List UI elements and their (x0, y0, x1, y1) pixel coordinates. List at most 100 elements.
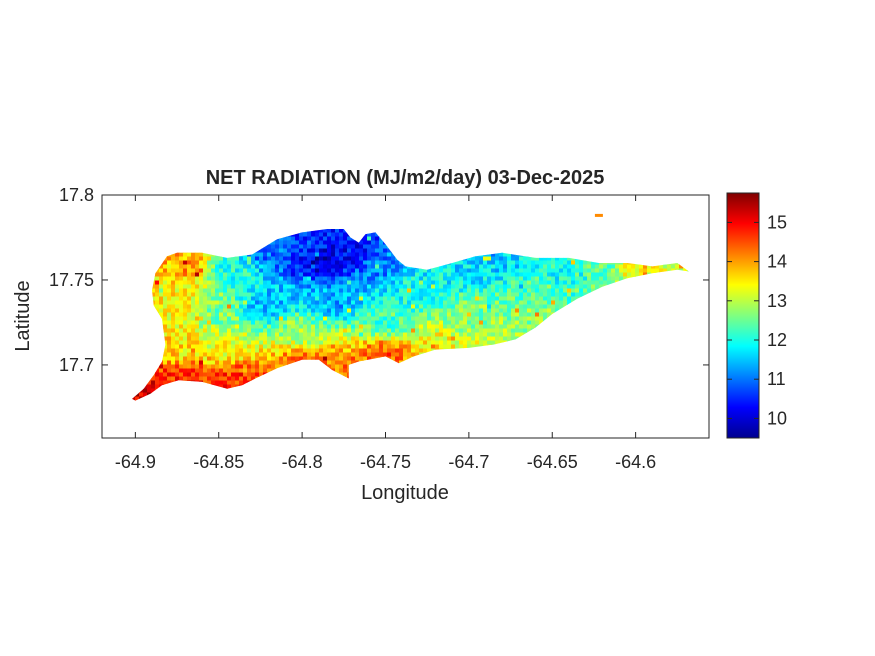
heat-cell (475, 328, 480, 333)
heat-cell (295, 248, 300, 253)
heat-cell (259, 344, 264, 349)
heat-cell (207, 336, 212, 341)
heat-cell (251, 344, 256, 349)
heat-cell (531, 264, 536, 269)
heat-cell (407, 312, 412, 317)
heat-cell (231, 356, 236, 361)
heat-cell (495, 320, 500, 325)
heat-cell (415, 308, 420, 313)
heat-cell (339, 240, 344, 245)
heat-cell (231, 324, 236, 329)
heat-cell (267, 252, 272, 257)
heat-cell (487, 308, 492, 313)
heat-cell (303, 256, 308, 261)
heat-cell (387, 272, 392, 277)
heat-cell (323, 300, 328, 305)
heat-cell (283, 316, 288, 321)
heat-cell (371, 284, 376, 289)
heat-cell (171, 316, 176, 321)
heat-cell (403, 268, 408, 273)
heat-cell (379, 276, 384, 281)
heat-cell (251, 308, 256, 313)
heat-cell (227, 340, 232, 345)
heat-cell (291, 268, 296, 273)
heat-cell (367, 280, 372, 285)
heat-cell (315, 268, 320, 273)
heat-cell (395, 280, 400, 285)
heat-cell (339, 264, 344, 269)
heat-cell (371, 336, 376, 341)
heat-cell (503, 316, 508, 321)
heat-cell (499, 328, 504, 333)
heat-cell (355, 340, 360, 345)
heat-cell (343, 280, 348, 285)
heat-cell (311, 248, 316, 253)
heat-cell (575, 288, 580, 293)
heat-cell (295, 312, 300, 317)
heat-cell (175, 352, 180, 357)
heat-cell (263, 256, 268, 261)
heat-cell (207, 288, 212, 293)
heat-cell (391, 316, 396, 321)
heat-cell (343, 296, 348, 301)
heat-cell (459, 280, 464, 285)
heat-cell (371, 256, 376, 261)
heat-cell (307, 316, 312, 321)
heat-cell (523, 308, 528, 313)
heat-cell (235, 300, 240, 305)
heat-cell (411, 268, 416, 273)
heat-cell (339, 256, 344, 261)
heat-cell (403, 288, 408, 293)
heat-cell (415, 336, 420, 341)
heat-cell (367, 268, 372, 273)
heat-cell (379, 336, 384, 341)
heat-cell (203, 292, 208, 297)
heat-cell (263, 304, 268, 309)
heat-cell (307, 236, 312, 241)
heat-cell (171, 308, 176, 313)
heat-cell (319, 288, 324, 293)
heat-cell (319, 320, 324, 325)
heat-cell (335, 268, 340, 273)
heat-cell (335, 292, 340, 297)
heat-cell (471, 304, 476, 309)
heat-cell (523, 324, 528, 329)
heat-cell (179, 260, 184, 265)
heat-cell (359, 248, 364, 253)
heat-cell (283, 332, 288, 337)
heat-cell (251, 356, 256, 361)
heat-cell (419, 276, 424, 281)
heat-cell (435, 284, 440, 289)
heat-cell (331, 268, 336, 273)
heat-cell (499, 300, 504, 305)
heat-cell (179, 352, 184, 357)
heat-cell (283, 260, 288, 265)
heat-cell (235, 356, 240, 361)
heat-cell (423, 328, 428, 333)
heat-cell (211, 272, 216, 277)
heat-cell (519, 332, 524, 337)
heat-cell (323, 308, 328, 313)
heat-cell (203, 344, 208, 349)
heat-cell (215, 268, 220, 273)
heat-cell (235, 340, 240, 345)
heat-cell (495, 272, 500, 277)
heat-cell (399, 356, 404, 361)
heat-cell (383, 348, 388, 353)
heat-cell (311, 252, 316, 257)
heat-cell (179, 356, 184, 361)
heat-cell (171, 356, 176, 361)
heat-cell (363, 348, 368, 353)
heat-cell (539, 272, 544, 277)
heat-cell (475, 272, 480, 277)
heat-cell (455, 312, 460, 317)
heat-cell (371, 240, 376, 245)
heat-cell (239, 340, 244, 345)
heat-cell (315, 248, 320, 253)
heat-cell (287, 304, 292, 309)
heat-cell (263, 248, 268, 253)
heat-cell (387, 324, 392, 329)
heat-cell (267, 244, 272, 249)
heat-cell (439, 332, 444, 337)
heat-cell (163, 264, 168, 269)
